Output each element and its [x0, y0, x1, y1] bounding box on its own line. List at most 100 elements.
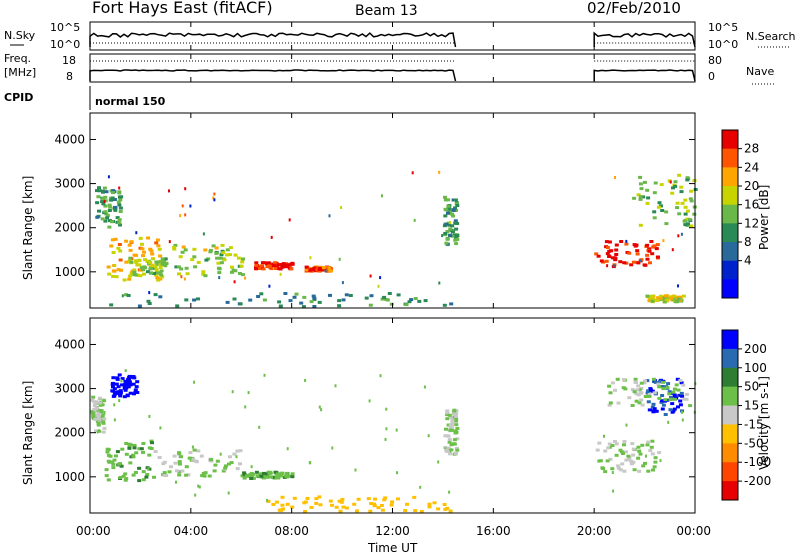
heat-cell: [132, 270, 137, 274]
heat-cell: [248, 298, 253, 302]
heat-cell: [284, 262, 289, 266]
heat-cell: [329, 267, 334, 271]
heat-cell: [184, 465, 189, 469]
heat-cell: [117, 203, 122, 207]
heat-cell: [445, 409, 450, 413]
heat-cell: [283, 292, 288, 295]
heat-cell: [188, 451, 193, 455]
heat-cell: [645, 257, 650, 261]
heat-cell: [160, 275, 165, 279]
heat-cell: [133, 390, 138, 394]
heat-cell: [601, 467, 606, 470]
heat-cell: [98, 420, 103, 424]
heat-cell: [448, 234, 453, 237]
colorbar-tick-label: 28: [744, 142, 759, 156]
heat-cell: [235, 455, 238, 459]
heat-cell: [413, 297, 418, 300]
heat-cell: [177, 473, 182, 477]
heat-cell: [154, 268, 159, 272]
heat-cell: [98, 403, 103, 407]
heat-cell: [413, 509, 418, 513]
heat-cell: [227, 491, 230, 495]
heat-cell: [454, 242, 459, 246]
heat-cell: [382, 498, 387, 502]
heat-cell: [225, 300, 230, 304]
heat-cell: [328, 214, 331, 218]
heat-cell: [141, 470, 146, 474]
heat-cell: [646, 389, 651, 393]
colorbar-swatch: [722, 223, 738, 243]
heat-cell: [141, 450, 145, 454]
heat-cell: [318, 503, 323, 507]
heat-cell: [202, 232, 205, 236]
heat-cell: [645, 379, 650, 383]
heat-cell: [446, 423, 451, 427]
heat-cell: [309, 505, 314, 509]
heat-cell: [244, 474, 249, 478]
heat-cell: [675, 300, 680, 304]
heat-cell: [320, 268, 325, 272]
heat-cell: [447, 206, 452, 210]
heat-cell: [647, 408, 652, 412]
heat-cell: [633, 377, 638, 381]
heat-cell: [633, 380, 638, 384]
heat-cell: [604, 240, 609, 244]
heat-cell: [124, 293, 128, 297]
heat-cell: [158, 271, 163, 275]
heat-cell: [443, 232, 448, 235]
heat-cell: [680, 232, 683, 236]
heat-cell: [101, 421, 106, 425]
heat-cell: [649, 445, 654, 449]
heat-cell: [450, 426, 455, 430]
heat-cell: [160, 262, 165, 266]
heat-cell: [636, 445, 641, 449]
heat-cell: [156, 260, 161, 264]
heat-cell: [639, 259, 642, 263]
trace-line: [593, 31, 696, 48]
heat-cell: [379, 504, 384, 507]
heat-cell: [449, 302, 454, 306]
heat-cell: [303, 510, 307, 513]
heat-cell: [179, 214, 182, 218]
heat-cell: [214, 246, 219, 250]
heat-cell: [596, 254, 601, 258]
heat-cell: [453, 198, 458, 202]
heat-cell: [114, 382, 119, 386]
heat-cell: [318, 405, 321, 409]
heat-cell: [132, 446, 137, 450]
heat-cell: [615, 377, 620, 381]
heat-cell: [184, 187, 187, 191]
heat-cell: [677, 234, 680, 238]
heat-cell: [162, 471, 167, 475]
heat-cell: [239, 264, 244, 268]
heat-cell: [152, 475, 156, 479]
heat-cell: [604, 259, 609, 263]
heat-cell: [115, 376, 120, 380]
heat-cell: [448, 452, 453, 456]
heat-cell: [127, 380, 132, 384]
heat-cell: [289, 267, 294, 271]
heat-cell: [254, 470, 259, 474]
heat-cell: [382, 295, 387, 299]
heat-cell: [101, 430, 106, 434]
heat-cell: [632, 468, 637, 472]
heat-cell: [676, 388, 681, 392]
heat-cell: [652, 244, 657, 248]
heat-cell: [221, 251, 226, 255]
heat-cell: [660, 209, 665, 212]
colorbar-tick-label: 20: [744, 179, 759, 193]
heat-cell: [284, 472, 289, 475]
power-colorbar: 28 24 20 16 12 8 4: [721, 129, 759, 299]
heat-cell: [286, 263, 291, 267]
heat-cell: [109, 244, 114, 248]
heat-cell: [116, 246, 121, 250]
heat-cell: [453, 238, 458, 242]
heat-cell: [127, 444, 132, 447]
heat-cell: [230, 265, 234, 269]
heat-cell: [614, 453, 619, 457]
heat-cell: [624, 261, 629, 265]
heat-cell: [133, 273, 138, 277]
heat-cell: [286, 447, 289, 451]
heat-cell: [679, 185, 684, 189]
heat-cell: [432, 501, 437, 505]
